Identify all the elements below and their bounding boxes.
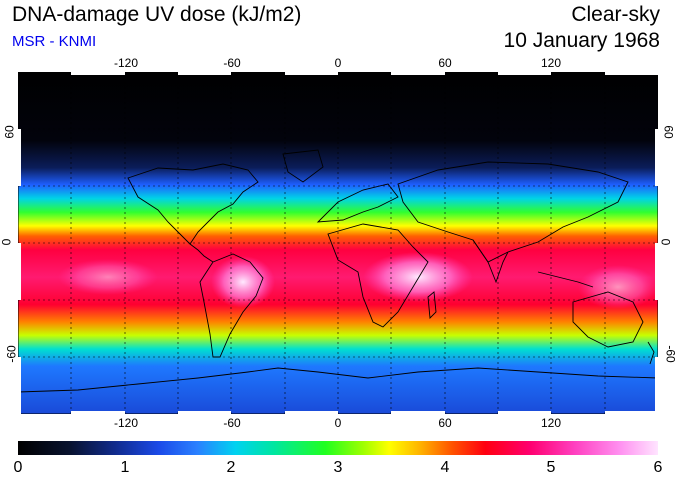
lon-tick-bottom: -120: [113, 416, 139, 430]
lon-tick-top: 60: [438, 56, 452, 70]
sky-condition-label: Clear-sky: [571, 3, 660, 26]
colorbar: [18, 441, 658, 455]
lon-tick-bottom: 0: [334, 416, 342, 430]
lon-tick-bottom: 60: [438, 416, 452, 430]
colorbar-label: 2: [226, 459, 236, 476]
source-label: MSR - KNMI: [12, 33, 97, 50]
lat-tick-left: 60: [2, 125, 17, 139]
colorbar-label: 3: [333, 459, 343, 476]
map-title: DNA-damage UV dose (kJ/m2): [12, 3, 302, 26]
colorbar-label: 5: [546, 459, 556, 476]
colorbar-label: 1: [120, 459, 130, 476]
lon-tick-top: -120: [113, 56, 139, 70]
lat-tick-right: 60: [661, 125, 676, 139]
lon-tick-bottom: -60: [223, 416, 241, 430]
colorbar-label: 6: [653, 459, 663, 476]
colorbar-label: 4: [440, 459, 450, 476]
lon-tick-bottom: 120: [540, 416, 562, 430]
lat-tick-right: -60: [663, 345, 678, 363]
lon-tick-top: -60: [223, 56, 241, 70]
colorbar-label: 0: [13, 459, 23, 476]
lat-tick-right: 0: [658, 238, 673, 246]
lat-tick-left: 0: [0, 238, 14, 246]
lon-tick-top: 120: [540, 56, 562, 70]
lat-tick-left: -60: [4, 345, 19, 363]
uv-dose-map: [18, 72, 658, 414]
date-label: 10 January 1968: [503, 29, 660, 52]
lon-tick-top: 0: [334, 56, 342, 70]
